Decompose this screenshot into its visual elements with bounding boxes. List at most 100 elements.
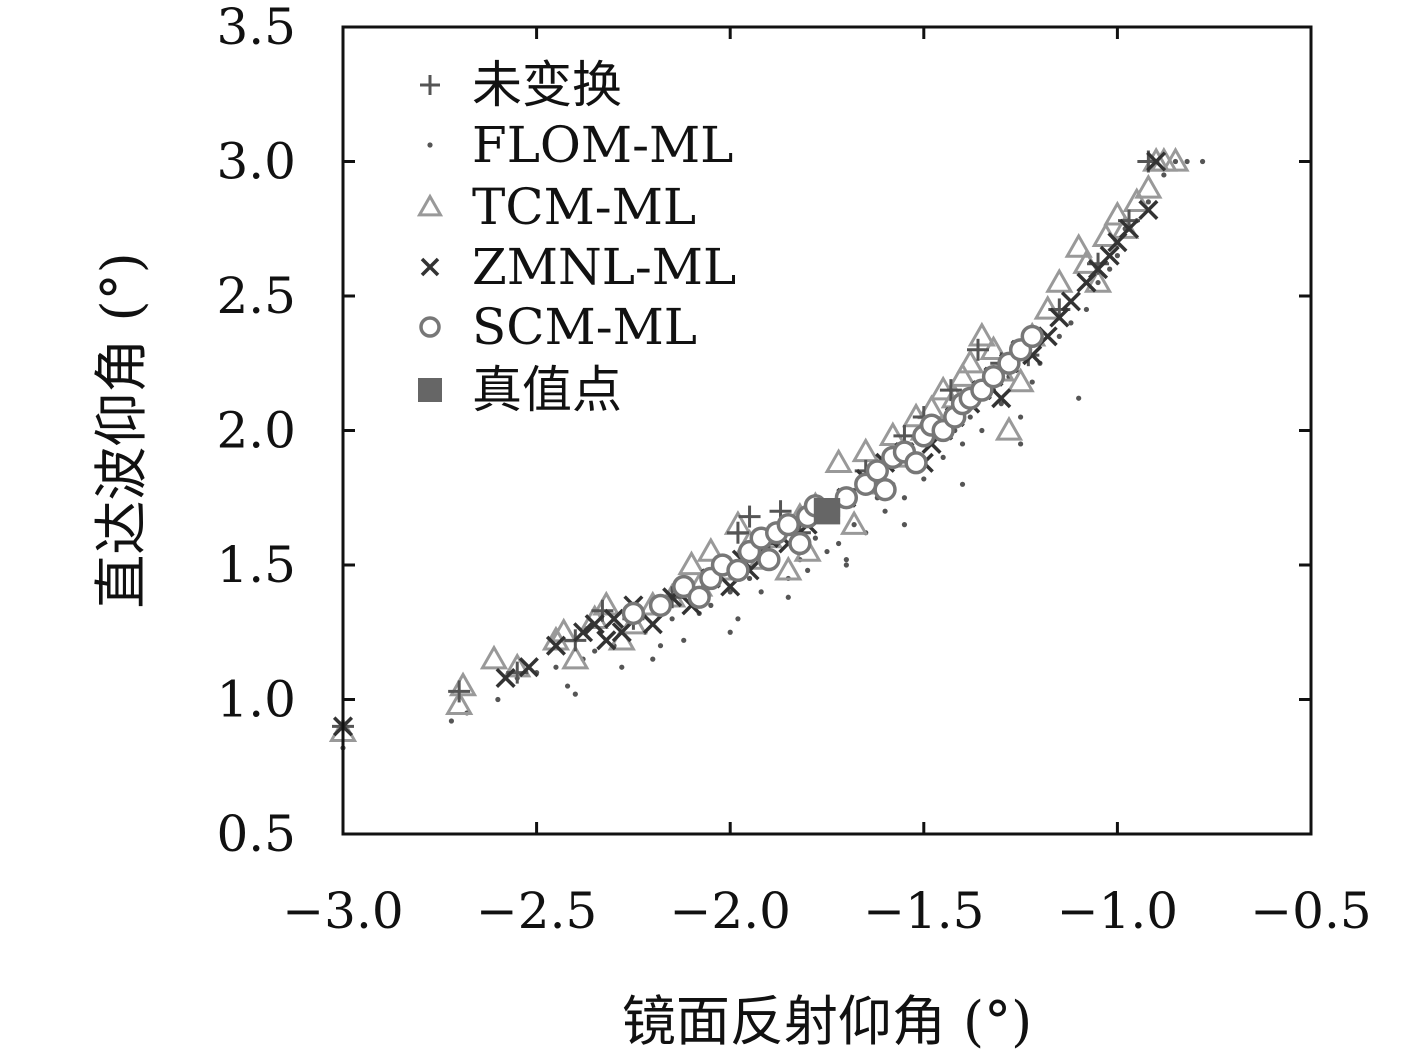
y-tick-label: 2.0 — [216, 402, 296, 460]
circle-marker — [776, 513, 800, 537]
legend-item: 未变换 — [420, 56, 622, 114]
dot-marker — [708, 602, 714, 608]
circle-marker — [672, 574, 696, 599]
dot-marker — [572, 691, 578, 697]
y-tick-label: 3.0 — [216, 133, 296, 191]
cross-marker — [611, 622, 632, 643]
legend-item: FLOM-ML — [427, 116, 733, 174]
cross-marker — [1118, 218, 1140, 239]
legend-item: 真值点 — [418, 361, 622, 419]
circle-marker — [865, 459, 889, 483]
triangle-marker — [839, 510, 869, 535]
dot-marker — [1145, 199, 1151, 205]
dot-marker — [901, 522, 908, 528]
dot-marker — [746, 575, 753, 582]
dot-marker — [805, 567, 811, 573]
series-triangle — [328, 146, 1190, 742]
x-tick-label: −0.5 — [1250, 882, 1371, 940]
x-tick-label: −3.0 — [282, 882, 403, 940]
dot-marker — [998, 401, 1004, 407]
dot-marker — [851, 522, 857, 528]
triangle-marker — [561, 644, 590, 670]
dot-marker — [1076, 395, 1082, 401]
dot-marker — [812, 535, 818, 541]
triangle-marker — [1083, 267, 1113, 293]
dot-marker — [1161, 172, 1167, 178]
circle-marker — [904, 451, 928, 475]
dot-marker — [681, 637, 687, 643]
cross-marker — [518, 657, 539, 678]
dot-marker — [940, 454, 946, 460]
cross-marker — [495, 667, 516, 689]
triangle-marker — [696, 536, 725, 562]
dot-marker — [921, 476, 927, 482]
circle-marker — [873, 478, 897, 502]
plus-marker — [939, 379, 962, 402]
y-tick-label: 1.0 — [216, 671, 296, 729]
dot-marker — [1114, 253, 1120, 259]
triangle-marker — [994, 415, 1024, 441]
plus-marker — [448, 680, 471, 703]
dot-marker — [735, 616, 741, 622]
legend-label: TCM-ML — [472, 178, 696, 236]
triangle-marker — [851, 437, 880, 463]
triangle-marker — [1134, 173, 1163, 199]
dot-marker — [836, 540, 842, 547]
x-tick-label: −2.5 — [476, 882, 597, 940]
dot-marker — [967, 414, 973, 420]
triangle-marker — [1161, 146, 1190, 172]
cross-marker — [991, 388, 1012, 409]
dot-marker — [495, 696, 501, 703]
legend-label: ZMNL-ML — [472, 238, 736, 296]
circle-marker — [1020, 324, 1044, 349]
triangle-marker — [416, 193, 444, 217]
x-tick-label: −1.5 — [863, 882, 984, 940]
circle-marker — [757, 547, 781, 572]
series-square — [813, 498, 841, 525]
circle-marker — [687, 585, 711, 609]
dot-marker — [979, 427, 985, 434]
circle-marker — [981, 365, 1006, 389]
legend-item: ZMNL-ML — [420, 238, 736, 296]
x-tick-label: −1.0 — [1057, 882, 1178, 940]
dot-marker — [1018, 414, 1024, 420]
circle-marker — [788, 531, 812, 556]
x-tick-label: −2.0 — [669, 882, 790, 940]
circle-marker — [726, 558, 750, 583]
dot-marker — [727, 629, 733, 635]
dot-marker — [785, 594, 791, 600]
legend-label: 未变换 — [472, 56, 622, 114]
dot-marker — [669, 616, 675, 622]
dot-marker — [727, 589, 733, 595]
cross-marker — [596, 630, 617, 651]
cross-marker — [1099, 245, 1120, 266]
x-axis-title: 镜面反射仰角 (°) — [622, 990, 1032, 1053]
triangle-marker — [549, 617, 578, 643]
triangle-marker — [1006, 367, 1035, 393]
plus-marker — [726, 521, 749, 544]
cross-marker — [584, 614, 605, 635]
dot-marker — [1029, 379, 1035, 385]
data-marks — [328, 146, 1206, 751]
dot-marker — [564, 683, 571, 689]
y-tick-label: 2.5 — [216, 267, 296, 325]
dot-marker — [1095, 279, 1101, 286]
cross-marker — [1049, 307, 1070, 328]
dot-marker — [843, 562, 849, 568]
circle-marker — [419, 316, 441, 338]
triangle-marker — [967, 321, 997, 347]
cross-marker — [604, 608, 625, 629]
dot-marker — [553, 664, 559, 670]
series-plus — [332, 150, 1160, 738]
plus-marker — [738, 505, 761, 528]
dot-marker — [1068, 320, 1074, 326]
dot-marker — [1184, 158, 1190, 165]
dot-marker — [650, 656, 656, 662]
legend-label: 真值点 — [472, 361, 622, 419]
triangle-marker — [1064, 233, 1093, 258]
plus-marker — [967, 338, 990, 361]
dot-marker — [1018, 441, 1024, 447]
y-tick-label: 3.5 — [216, 0, 296, 56]
